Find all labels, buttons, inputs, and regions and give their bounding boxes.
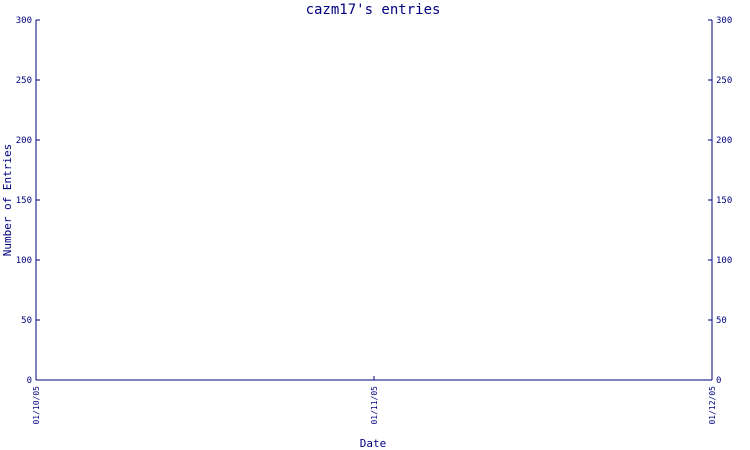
y-tick-label-right: 0 [716,376,721,386]
x-tick-label: 01/10/05 [32,386,41,425]
y-tick-label-left: 250 [16,76,32,86]
y-tick-label-right: 50 [716,316,727,326]
x-tick-label: 01/12/05 [708,386,717,425]
x-axis-label: Date [360,437,387,450]
y-tick-label-left: 150 [16,196,32,206]
y-tick-label-left: 300 [16,16,32,26]
y-tick-label-left: 0 [27,376,32,386]
y-tick-label-left: 200 [16,136,32,146]
chart-title: cazm17's entries [306,2,441,18]
y-tick-label-right: 200 [716,136,732,146]
y-tick-label-right: 150 [716,196,732,206]
y-tick-label-right: 250 [716,76,732,86]
ticks: 0 0 50 50 100 100 150 150 200 200 250 250 300 300 01/1… [16,16,733,425]
x-tick-label: 01/11/05 [370,386,379,425]
y-tick-label-left: 50 [21,316,32,326]
y-tick-label-left: 100 [16,256,32,266]
y-tick-label-right: 300 [716,16,732,26]
axes [35,20,713,381]
y-axis-label: Number of Entries [1,144,14,257]
y-tick-label-right: 100 [716,256,732,266]
